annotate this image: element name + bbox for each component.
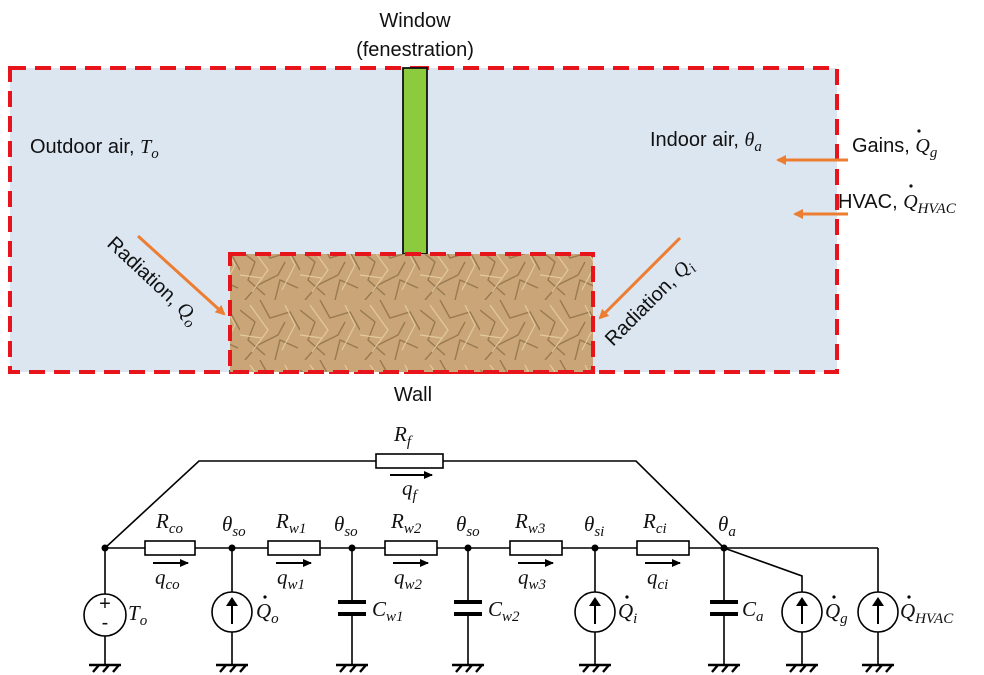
window-label-line1: Window xyxy=(379,10,451,32)
cw2-label: Cw2 xyxy=(488,597,520,625)
rw1-label: Rw1 xyxy=(275,509,306,537)
node-theta-so-3: θso xyxy=(456,512,480,540)
window-fenestration xyxy=(402,67,428,255)
radiation-indoor-arrow xyxy=(598,236,682,320)
resistor-rw1 xyxy=(267,540,321,556)
outdoor-air-label: Outdoor air, To xyxy=(30,136,159,162)
junction-dots xyxy=(101,544,728,552)
ca-label: Ca xyxy=(742,597,764,625)
flow-sources xyxy=(211,591,899,633)
flow-arrows xyxy=(153,471,681,567)
wall-label: Wall xyxy=(394,384,432,406)
rco-label: Rco xyxy=(155,509,183,537)
rw2-label: Rw2 xyxy=(390,509,422,537)
qi-source-label: Qi xyxy=(618,599,637,627)
cw1-label: Cw1 xyxy=(372,597,404,625)
rf-label: Rf xyxy=(393,422,413,450)
node-theta-si: θsi xyxy=(584,512,604,540)
resistor-rco xyxy=(144,540,196,556)
radiation-outdoor-arrow xyxy=(136,234,226,316)
rci-label: Rci xyxy=(642,509,667,537)
node-theta-so-2: θso xyxy=(334,512,358,540)
ground-symbols xyxy=(89,663,894,673)
resistor-rf xyxy=(375,453,444,469)
rw3-label: Rw3 xyxy=(514,509,545,537)
qw1-label: qw1 xyxy=(277,565,305,593)
resistor-rw3 xyxy=(509,540,563,556)
node-theta-a: θa xyxy=(718,512,736,540)
q-dot-marks xyxy=(263,595,911,599)
qg-source-label: Qg xyxy=(825,599,848,627)
qco-label: qco xyxy=(155,565,180,593)
to-label: To xyxy=(128,601,148,629)
hvac-label: HVAC, QHVAC xyxy=(838,191,957,217)
voltage-source-to xyxy=(83,593,127,637)
node-theta-so-1: θso xyxy=(222,512,246,540)
capacitors xyxy=(338,600,738,616)
gains-label: Gains, Qg xyxy=(852,135,938,161)
voltage-plus: + xyxy=(99,593,111,615)
qci-label: qci xyxy=(647,565,668,593)
qo-source-label: Qo xyxy=(256,599,279,627)
qf-label: qf xyxy=(402,476,419,504)
qhvac-source-label: QHVAC xyxy=(900,599,954,627)
qw2-label: qw2 xyxy=(394,565,423,593)
hvac-dot xyxy=(909,184,913,188)
resistor-rci xyxy=(636,540,690,556)
resistor-rw2 xyxy=(384,540,438,556)
circuit-wires xyxy=(104,460,879,665)
window-label-line2: (fenestration) xyxy=(356,39,474,61)
voltage-minus: - xyxy=(102,612,109,634)
qw3-label: qw3 xyxy=(518,565,546,593)
gains-dot xyxy=(917,129,921,133)
wall-block xyxy=(228,252,595,374)
indoor-air-label: Indoor air, θa xyxy=(650,129,762,155)
